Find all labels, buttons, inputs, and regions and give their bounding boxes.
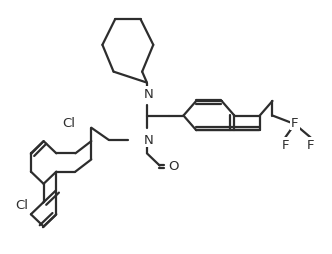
Text: O: O xyxy=(169,160,179,172)
Text: F: F xyxy=(307,139,314,152)
Text: Cl: Cl xyxy=(62,117,76,130)
Text: F: F xyxy=(282,139,289,152)
Text: N: N xyxy=(144,88,153,101)
Text: Cl: Cl xyxy=(15,198,28,211)
Text: F: F xyxy=(291,117,298,130)
Text: N: N xyxy=(144,134,153,147)
